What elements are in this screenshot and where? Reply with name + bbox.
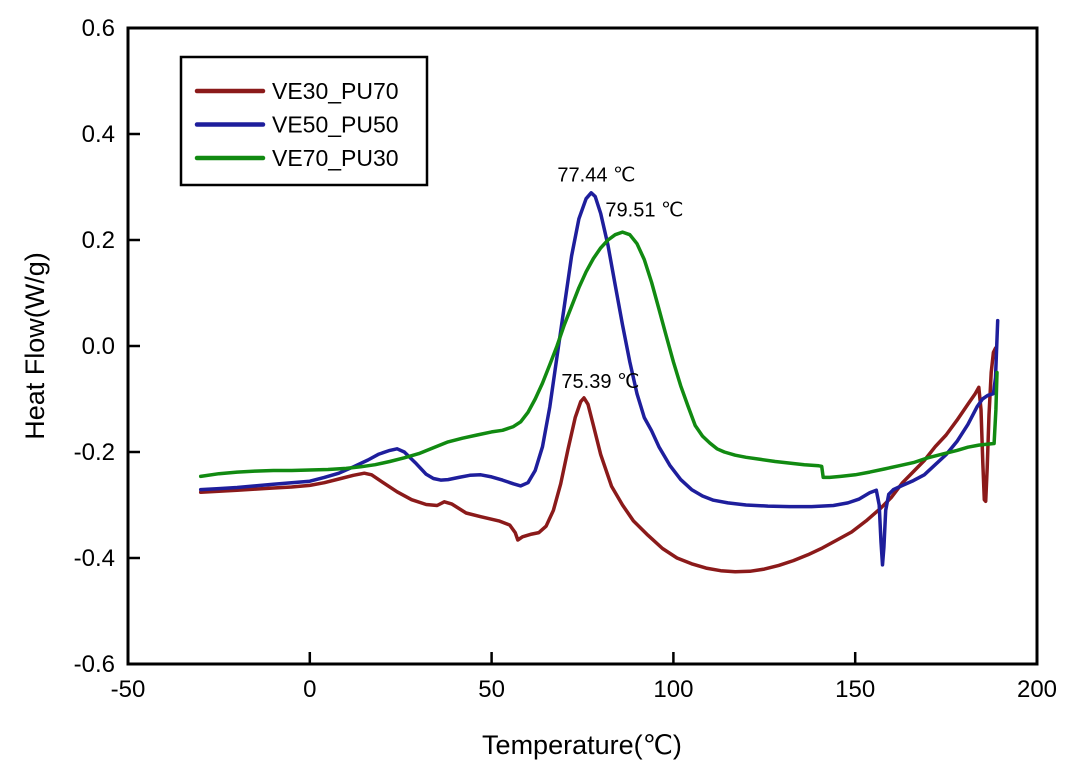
peak-annotation-2: 75.39 ℃	[561, 371, 639, 393]
legend-box	[179, 55, 429, 187]
x-tick-label-4: 150	[835, 676, 875, 703]
peak-annotation-1: 79.51 ℃	[605, 200, 683, 222]
y-tick-label-0: 0.6	[82, 15, 115, 42]
legend-label-VE30_PU70: VE30_PU70	[272, 78, 399, 104]
x-tick-label-5: 200	[1017, 676, 1057, 703]
series-line-VE30_PU70	[198, 346, 998, 574]
y-axis-title: Heat Flow(W/g)	[20, 252, 50, 440]
y-tick-label-6: -0.6	[74, 651, 115, 678]
x-tick-label-1: 0	[303, 676, 316, 703]
legend-label-VE50_PU50: VE50_PU50	[272, 112, 399, 138]
series-line-VE50_PU50	[198, 191, 1000, 567]
peak-annotation-0: 77.44 ℃	[557, 165, 635, 187]
series-line-VE70_PU30	[198, 230, 999, 480]
y-tick-label-4: -0.2	[74, 439, 115, 466]
x-tick-label-3: 100	[653, 676, 693, 703]
y-tick-label-1: 0.4	[82, 121, 115, 148]
x-tick-label-0: -50	[111, 676, 146, 703]
x-tick-label-2: 50	[478, 676, 505, 703]
x-axis-title: Temperature(℃)	[482, 730, 682, 760]
legend-label-VE70_PU30: VE70_PU30	[272, 145, 399, 171]
series-lines	[198, 191, 1000, 574]
legend: VE30_PU70 VE50_PU50 VE70_PU30	[179, 55, 429, 187]
peak-annotations: 77.44 ℃ 79.51 ℃ 75.39 ℃	[557, 165, 683, 393]
y-tick-label-2: 0.2	[82, 227, 115, 254]
y-tick-label-3: 0.0	[82, 333, 115, 360]
plot-frame	[126, 26, 1039, 666]
y-tick-label-5: -0.4	[74, 545, 115, 572]
